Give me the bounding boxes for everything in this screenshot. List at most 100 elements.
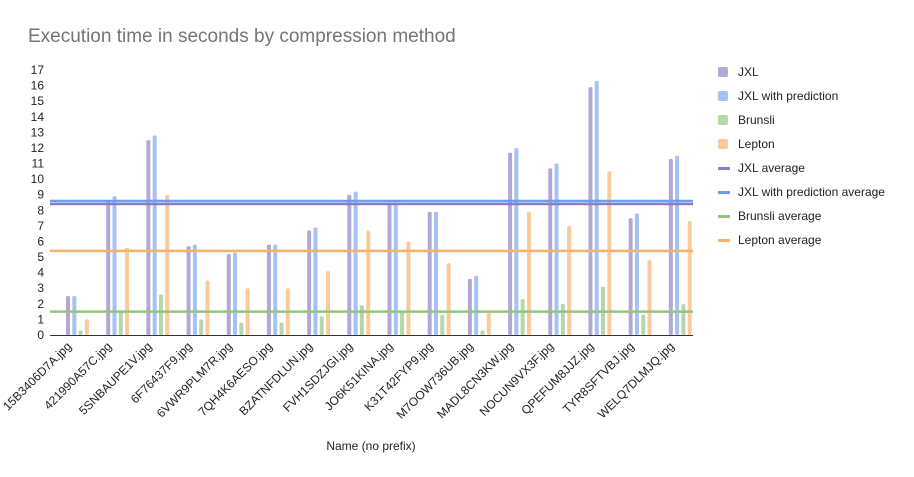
bar-jxl [588,87,593,335]
bar-jxl [226,253,231,335]
bar-brunsli [440,314,445,335]
bar-brunsli [359,305,364,335]
y-tick-label: 0 [37,328,44,342]
bar-jxl [307,230,312,335]
y-tick-label: 9 [37,188,44,202]
x-tick-label: WELQ7DLMJQ.jpg [595,339,677,421]
x-tick-label: TYR8SFTVBJ.jpg [560,339,637,416]
bar-brunsli [319,316,324,335]
bar-jxl [347,194,352,335]
legend-color-swatch [718,115,728,125]
bar-jxl-with-prediction [313,227,318,335]
y-tick-label: 12 [31,141,45,155]
bar-brunsli [279,322,284,335]
bar-jxl-with-prediction [112,196,117,335]
bar-jxl [628,218,633,335]
legend-item: JXL with prediction [718,84,908,108]
bar-lepton [406,241,411,335]
bar-jxl-with-prediction [594,80,599,335]
x-axis-title: Name (no prefix) [326,439,415,453]
bar-jxl [668,158,673,335]
bar-lepton [526,211,531,335]
y-tick-label: 4 [37,266,44,280]
bar-brunsli [480,330,485,335]
bar-jxl-with-prediction [433,211,438,335]
bar-lepton [366,230,371,335]
x-tick-label: 7QH4K6AESO.jpg [195,339,275,419]
legend-item: JXL with prediction average [718,180,908,204]
bar-jxl-with-prediction [233,252,238,335]
bar-lepton [326,271,331,335]
bar-brunsli [520,299,525,335]
bar-lepton [125,247,130,335]
bar-jxl-with-prediction [152,135,157,335]
bar-jxl [186,246,191,335]
legend-line-swatch [718,238,730,242]
x-tick-label: QPEFUM8JJZ.jpg [518,339,596,417]
bar-lepton [486,313,491,335]
bar-lepton [687,221,692,335]
legend-color-swatch [718,139,728,149]
bar-brunsli [681,303,686,335]
legend-line-swatch [718,214,730,218]
y-tick-label: 11 [32,157,45,171]
x-tick-label: 15B3406D7A.jpg [0,339,74,413]
y-tick-label: 7 [37,219,44,233]
y-tick-label: 5 [37,250,44,264]
y-tick-label: 3 [37,281,44,295]
y-tick-label: 13 [31,125,45,139]
bar-jxl-with-prediction [273,244,278,335]
x-tick-label: K31T42FYP9.jpg [361,339,436,414]
bar-jxl [427,211,432,335]
y-tick-label: 2 [37,297,44,311]
legend-item: JXL average [718,156,908,180]
x-tick-label: BZATNFDLUN.jpg [236,339,315,418]
bar-brunsli [239,322,244,335]
x-tick-label: 6VWR9PLM7R.jpg [154,339,235,420]
legend-label: JXL with prediction [738,89,839,103]
bar-jxl-with-prediction [474,275,479,335]
legend-label: JXL with prediction average [738,185,885,199]
bar-lepton [607,171,612,335]
legend-color-swatch [718,91,728,101]
x-tick-label: 5SNBAUPE1V.jpg [76,339,154,417]
bar-jxl [387,202,392,335]
x-tick-label: NOCUN9VX3F.jpg [477,339,557,419]
bar-lepton [205,280,210,335]
bar-jxl-with-prediction [514,147,519,335]
legend-label: JXL [738,65,759,79]
legend-color-swatch [718,67,728,77]
bar-brunsli [158,294,163,335]
bar-jxl [266,244,271,335]
bar-jxl [146,140,151,335]
legend-line-swatch [718,166,730,170]
y-tick-label: 14 [31,110,45,124]
x-tick-label: M7OOW736UB.jpg [394,339,477,422]
bar-jxl-with-prediction [554,163,559,335]
legend-line-swatch [718,190,730,194]
y-tick-label: 8 [37,203,44,217]
legend-item: Lepton [718,132,908,156]
x-tick-label: FVH1SDZJGI.jpg [280,339,355,414]
bar-jxl [508,152,513,335]
legend-label: JXL average [738,161,805,175]
y-tick-label: 15 [31,94,45,108]
bar-lepton [647,260,652,335]
chart-legend: JXL JXL with prediction Brunsli Lepton JXL a… [718,60,908,252]
bar-jxl-with-prediction [393,202,398,335]
bar-lepton [567,225,572,335]
bar-jxl-with-prediction [192,244,197,335]
bar-jxl-with-prediction [634,213,639,335]
bar-brunsli [199,319,204,335]
y-tick-label: 6 [37,234,44,248]
legend-item: Brunsli [718,108,908,132]
x-tick-label: JO6K51KINA.jpg [322,339,396,413]
bar-jxl-with-prediction [353,191,358,335]
y-tick-label: 17 [31,63,45,77]
y-tick-label: 10 [31,172,45,186]
bar-lepton [165,194,170,335]
legend-item: Lepton average [718,228,908,252]
bar-jxl-with-prediction [72,296,77,335]
legend-label: Brunsli [738,113,775,127]
